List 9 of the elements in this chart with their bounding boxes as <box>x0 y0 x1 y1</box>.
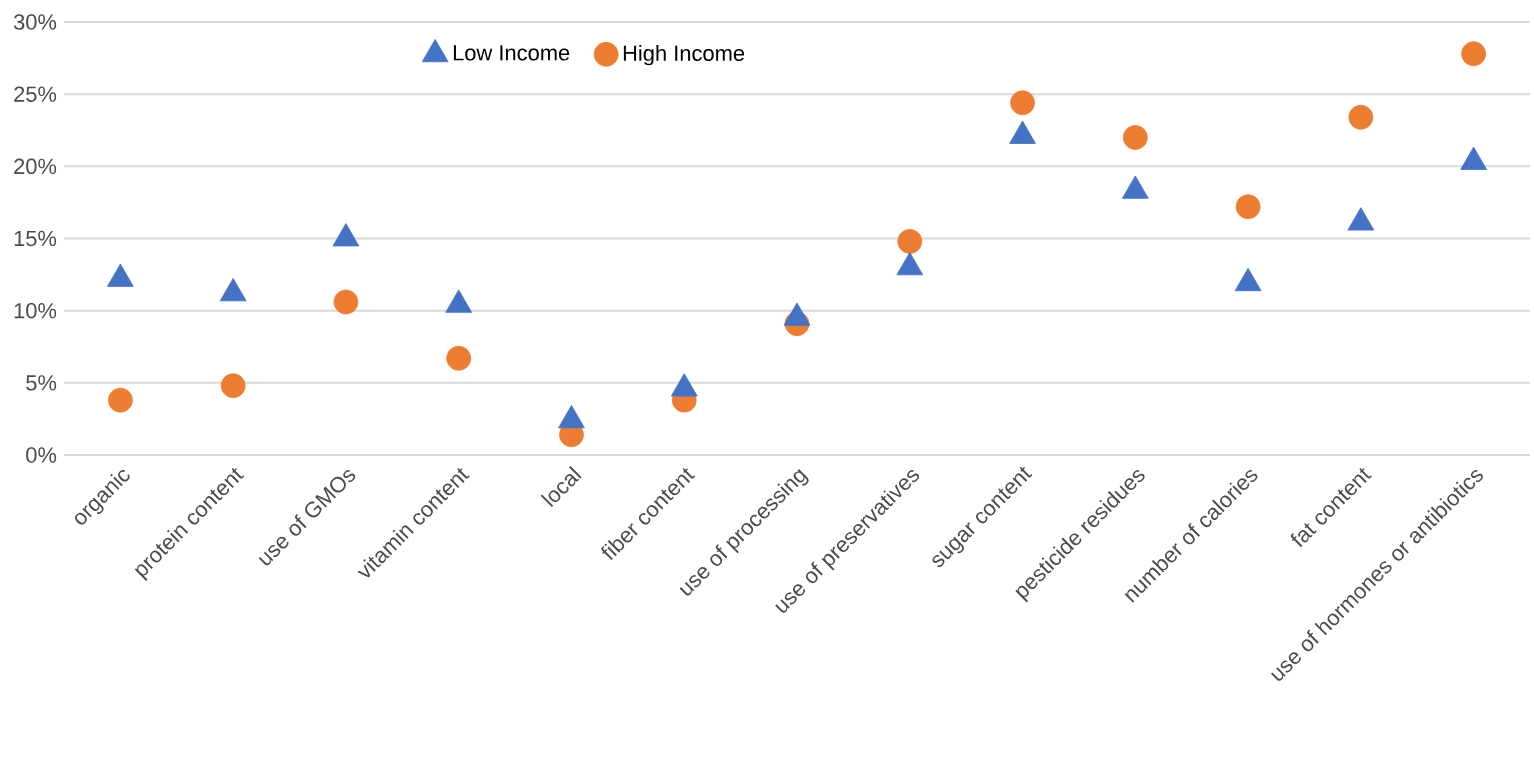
y-tick-label: 0% <box>26 447 57 463</box>
legend-label: Low Income <box>453 45 570 61</box>
legend-label: High Income <box>623 44 745 66</box>
y-tick-label: 20% <box>14 158 57 175</box>
y-tick-label: 10% <box>14 302 57 319</box>
y-tick-label: 25% <box>14 86 57 102</box>
y-tick-label: 5% <box>26 375 57 391</box>
y-tick-label: 30% <box>13 14 57 30</box>
y-tick-label: 15% <box>14 230 57 247</box>
